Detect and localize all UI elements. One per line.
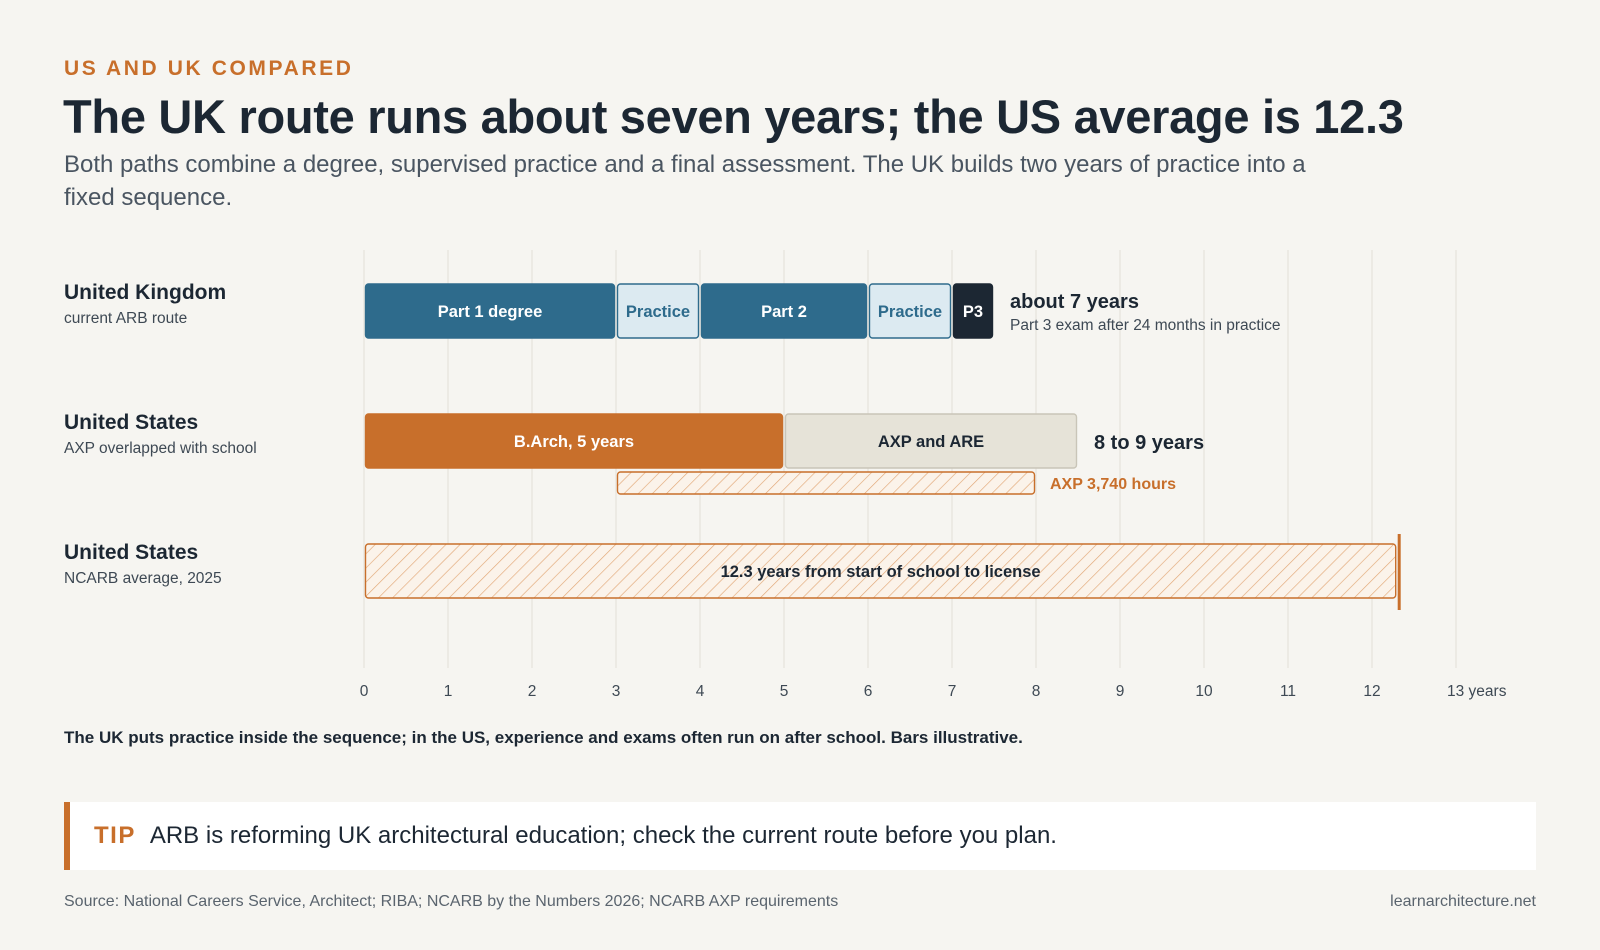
segment-label: P3: [963, 303, 983, 321]
row-label-uk: United Kingdom current ARB route: [64, 281, 226, 328]
timeline-segment: [616, 471, 1036, 495]
duration-annotation: about 7 years: [1010, 291, 1139, 313]
footnote: The UK puts practice inside the sequence…: [64, 728, 1023, 747]
row-subtitle: AXP overlapped with school: [64, 440, 257, 457]
duration-annotation: 8 to 9 years: [1094, 432, 1204, 454]
segment-label: AXP and ARE: [878, 433, 984, 451]
segment-label: Practice: [878, 303, 942, 321]
x-tick-label: 13 years: [1447, 683, 1507, 700]
x-tick-label: 1: [444, 683, 453, 700]
row-title: United States: [64, 541, 199, 564]
row-label-us-overlap: United States AXP overlapped with school: [64, 411, 257, 458]
x-tick-label: 11: [1280, 683, 1296, 700]
timeline-segment: [952, 283, 994, 339]
row-title: United Kingdom: [64, 281, 227, 304]
x-tick-label: 5: [780, 683, 789, 700]
row-label-us-average: United States NCARB average, 2025: [64, 541, 222, 588]
chart-subtitle: Both paths combine a degree, supervised …: [64, 151, 1306, 211]
x-tick-label: 7: [948, 683, 957, 700]
row-title: United States: [64, 411, 199, 434]
x-tick-label: 0: [360, 683, 369, 700]
x-tick-label: 2: [528, 683, 537, 700]
segment-label: Part 1 degree: [438, 303, 543, 321]
row-subtitle: NCARB average, 2025: [64, 570, 222, 587]
tip-label: TIP: [94, 822, 136, 849]
x-tick-label: 3: [612, 683, 621, 700]
eyebrow: US AND UK COMPARED: [64, 57, 354, 80]
timeline-segment: [784, 413, 1078, 469]
timeline-segment: [616, 283, 700, 339]
tip-callout: TIP ARB is reforming UK architectural ed…: [64, 802, 1536, 870]
segment-label: B.Arch, 5 years: [514, 433, 634, 451]
tip-text: ARB is reforming UK architectural educat…: [149, 822, 1057, 849]
segment-label: 12.3 years from start of school to licen…: [721, 563, 1041, 581]
timeline-segment: [364, 413, 784, 469]
duration-annotation-sub: Part 3 exam after 24 months in practice: [1010, 317, 1281, 334]
x-tick-label: 9: [1116, 683, 1125, 700]
x-tick-label: 4: [696, 683, 705, 700]
segment-label: Practice: [626, 303, 690, 321]
timeline-segment: [700, 283, 868, 339]
x-tick-label: 10: [1195, 683, 1213, 700]
x-tick-label: 8: [1032, 683, 1041, 700]
timeline-segment: [868, 283, 952, 339]
x-tick-label: 12: [1363, 683, 1380, 700]
timeline-segment: [364, 543, 1397, 599]
x-tick-label: 6: [864, 683, 873, 700]
segment-label: Part 2: [761, 303, 807, 321]
axp-hours-annotation: AXP 3,740 hours: [1050, 476, 1176, 493]
timeline-segment: [364, 283, 616, 339]
row-subtitle: current ARB route: [64, 310, 188, 327]
chart-title: The UK route runs about seven years; the…: [63, 90, 1404, 143]
source-note: Source: National Careers Service, Archit…: [64, 893, 839, 910]
site-credit: learnarchitecture.net: [1390, 893, 1536, 910]
